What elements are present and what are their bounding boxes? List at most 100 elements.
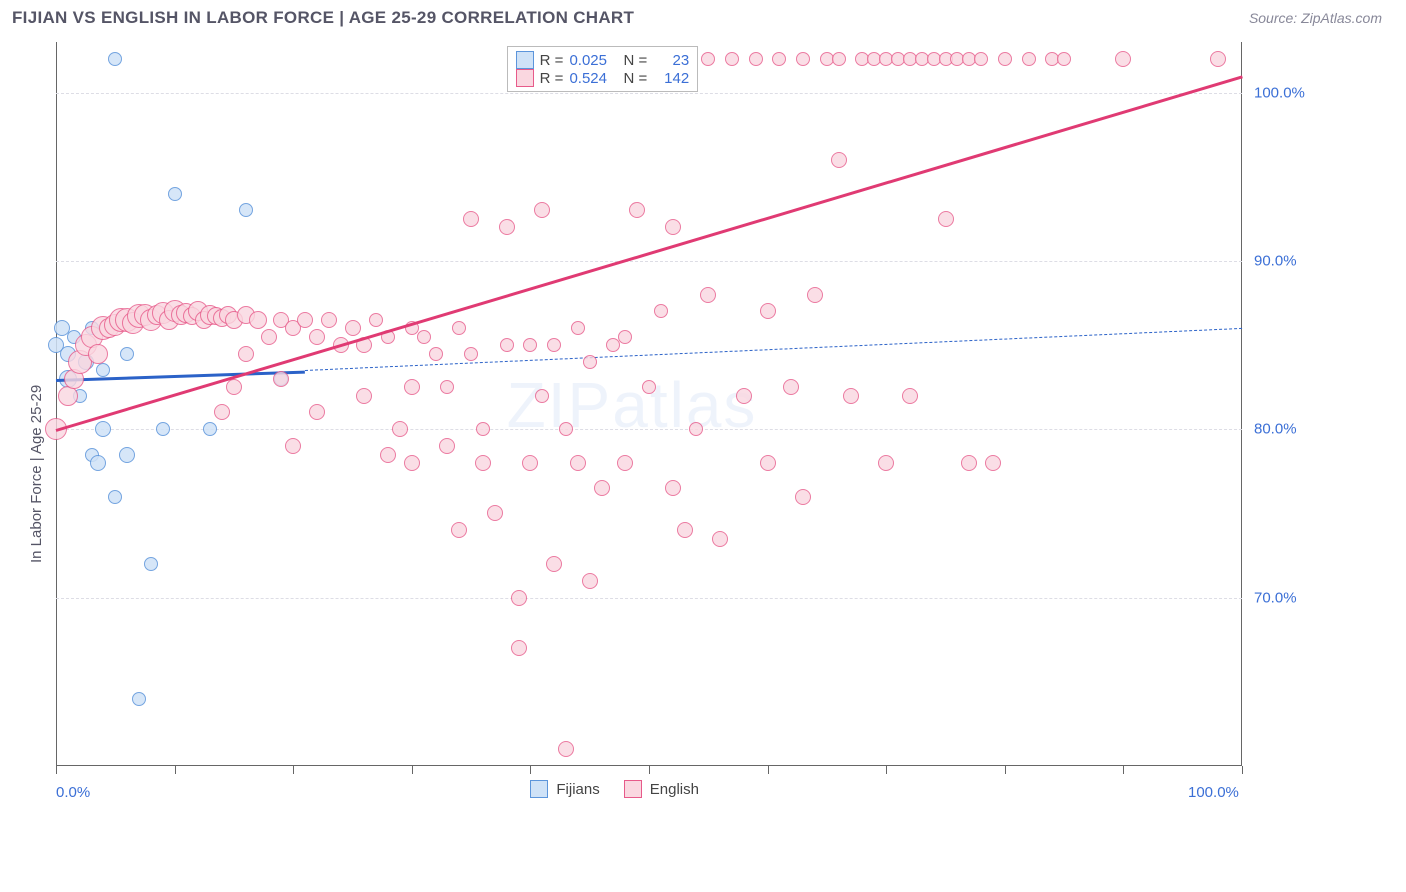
scatter-point — [88, 344, 108, 364]
gridline-h — [56, 261, 1242, 262]
gridline-h — [56, 598, 1242, 599]
scatter-point — [144, 557, 158, 571]
chart-header: FIJIAN VS ENGLISH IN LABOR FORCE | AGE 2… — [0, 0, 1406, 34]
legend-row: R = 0.025 N = 23 — [516, 51, 690, 69]
scatter-point — [878, 455, 894, 471]
scatter-point — [558, 741, 574, 757]
scatter-point — [1210, 51, 1226, 67]
scatter-point — [96, 363, 110, 377]
scatter-point — [511, 590, 527, 606]
legend-r-value: 0.025 — [569, 52, 617, 69]
ytick-label: 80.0% — [1254, 421, 1297, 438]
scatter-point — [463, 211, 479, 227]
yaxis-title: In Labor Force | Age 25-29 — [28, 385, 45, 563]
legend-n-label: N = — [623, 70, 647, 87]
scatter-point — [571, 321, 585, 335]
xaxis-label-right: 100.0% — [1188, 784, 1239, 801]
scatter-point — [807, 287, 823, 303]
scatter-point — [546, 556, 562, 572]
scatter-point — [725, 52, 739, 66]
ytick-label: 90.0% — [1254, 252, 1297, 269]
scatter-point — [547, 338, 561, 352]
scatter-point — [511, 640, 527, 656]
legend-n-value: 142 — [653, 70, 689, 87]
scatter-point — [594, 480, 610, 496]
scatter-point — [238, 346, 254, 362]
scatter-point — [570, 455, 586, 471]
scatter-point — [582, 573, 598, 589]
legend-r-label: R = — [540, 52, 564, 69]
scatter-point — [475, 455, 491, 471]
legend-r-label: R = — [540, 70, 564, 87]
scatter-point — [345, 320, 361, 336]
scatter-point — [369, 313, 383, 327]
legend-n-label: N = — [623, 52, 647, 69]
scatter-point — [132, 692, 146, 706]
scatter-point — [961, 455, 977, 471]
gridline-h — [56, 429, 1242, 430]
xtick — [530, 766, 531, 774]
scatter-point — [618, 330, 632, 344]
scatter-point — [108, 52, 122, 66]
scatter-point — [108, 490, 122, 504]
scatter-point — [832, 52, 846, 66]
scatter-point — [712, 531, 728, 547]
xtick — [649, 766, 650, 774]
scatter-point — [796, 52, 810, 66]
scatter-point — [583, 355, 597, 369]
legend-swatch — [624, 780, 642, 798]
scatter-point — [534, 202, 550, 218]
scatter-point — [677, 522, 693, 538]
scatter-point — [214, 404, 230, 420]
scatter-point — [261, 329, 277, 345]
scatter-point — [1115, 51, 1131, 67]
scatter-point — [795, 489, 811, 505]
scatter-point — [90, 455, 106, 471]
scatter-point — [665, 219, 681, 235]
xtick — [1123, 766, 1124, 774]
scatter-point — [239, 203, 253, 217]
scatter-point — [273, 371, 289, 387]
scatter-point — [452, 321, 466, 335]
gridline-h — [56, 93, 1242, 94]
scatter-point — [95, 421, 111, 437]
scatter-point — [285, 438, 301, 454]
xtick — [1005, 766, 1006, 774]
scatter-point — [985, 455, 1001, 471]
legend-n-value: 23 — [653, 52, 689, 69]
scatter-point — [642, 380, 656, 394]
scatter-point — [689, 422, 703, 436]
scatter-point — [226, 379, 242, 395]
legend-item: Fijians — [530, 780, 599, 798]
legend-swatch — [516, 69, 534, 87]
scatter-point — [701, 52, 715, 66]
scatter-point — [654, 304, 668, 318]
legend-swatch — [530, 780, 548, 798]
scatter-point — [476, 422, 490, 436]
xtick — [412, 766, 413, 774]
xtick — [293, 766, 294, 774]
scatter-point — [417, 330, 431, 344]
scatter-point — [203, 422, 217, 436]
scatter-point — [902, 388, 918, 404]
chart-source: Source: ZipAtlas.com — [1249, 10, 1382, 26]
scatter-point — [297, 312, 313, 328]
scatter-point — [309, 329, 325, 345]
legend-correlation: R = 0.025 N = 23 R = 0.524 N = 142 — [507, 46, 699, 92]
legend-swatch — [516, 51, 534, 69]
scatter-point — [429, 347, 443, 361]
xtick — [768, 766, 769, 774]
scatter-point — [772, 52, 786, 66]
scatter-point — [119, 447, 135, 463]
scatter-point — [309, 404, 325, 420]
scatter-point — [523, 338, 537, 352]
legend-r-value: 0.524 — [569, 70, 617, 87]
scatter-point — [831, 152, 847, 168]
scatter-point — [168, 187, 182, 201]
scatter-point — [760, 303, 776, 319]
scatter-chart: 70.0%80.0%90.0%100.0%0.0%100.0%In Labor … — [12, 34, 1312, 814]
ytick-label: 70.0% — [1254, 589, 1297, 606]
scatter-point — [736, 388, 752, 404]
scatter-point — [974, 52, 988, 66]
scatter-point — [629, 202, 645, 218]
